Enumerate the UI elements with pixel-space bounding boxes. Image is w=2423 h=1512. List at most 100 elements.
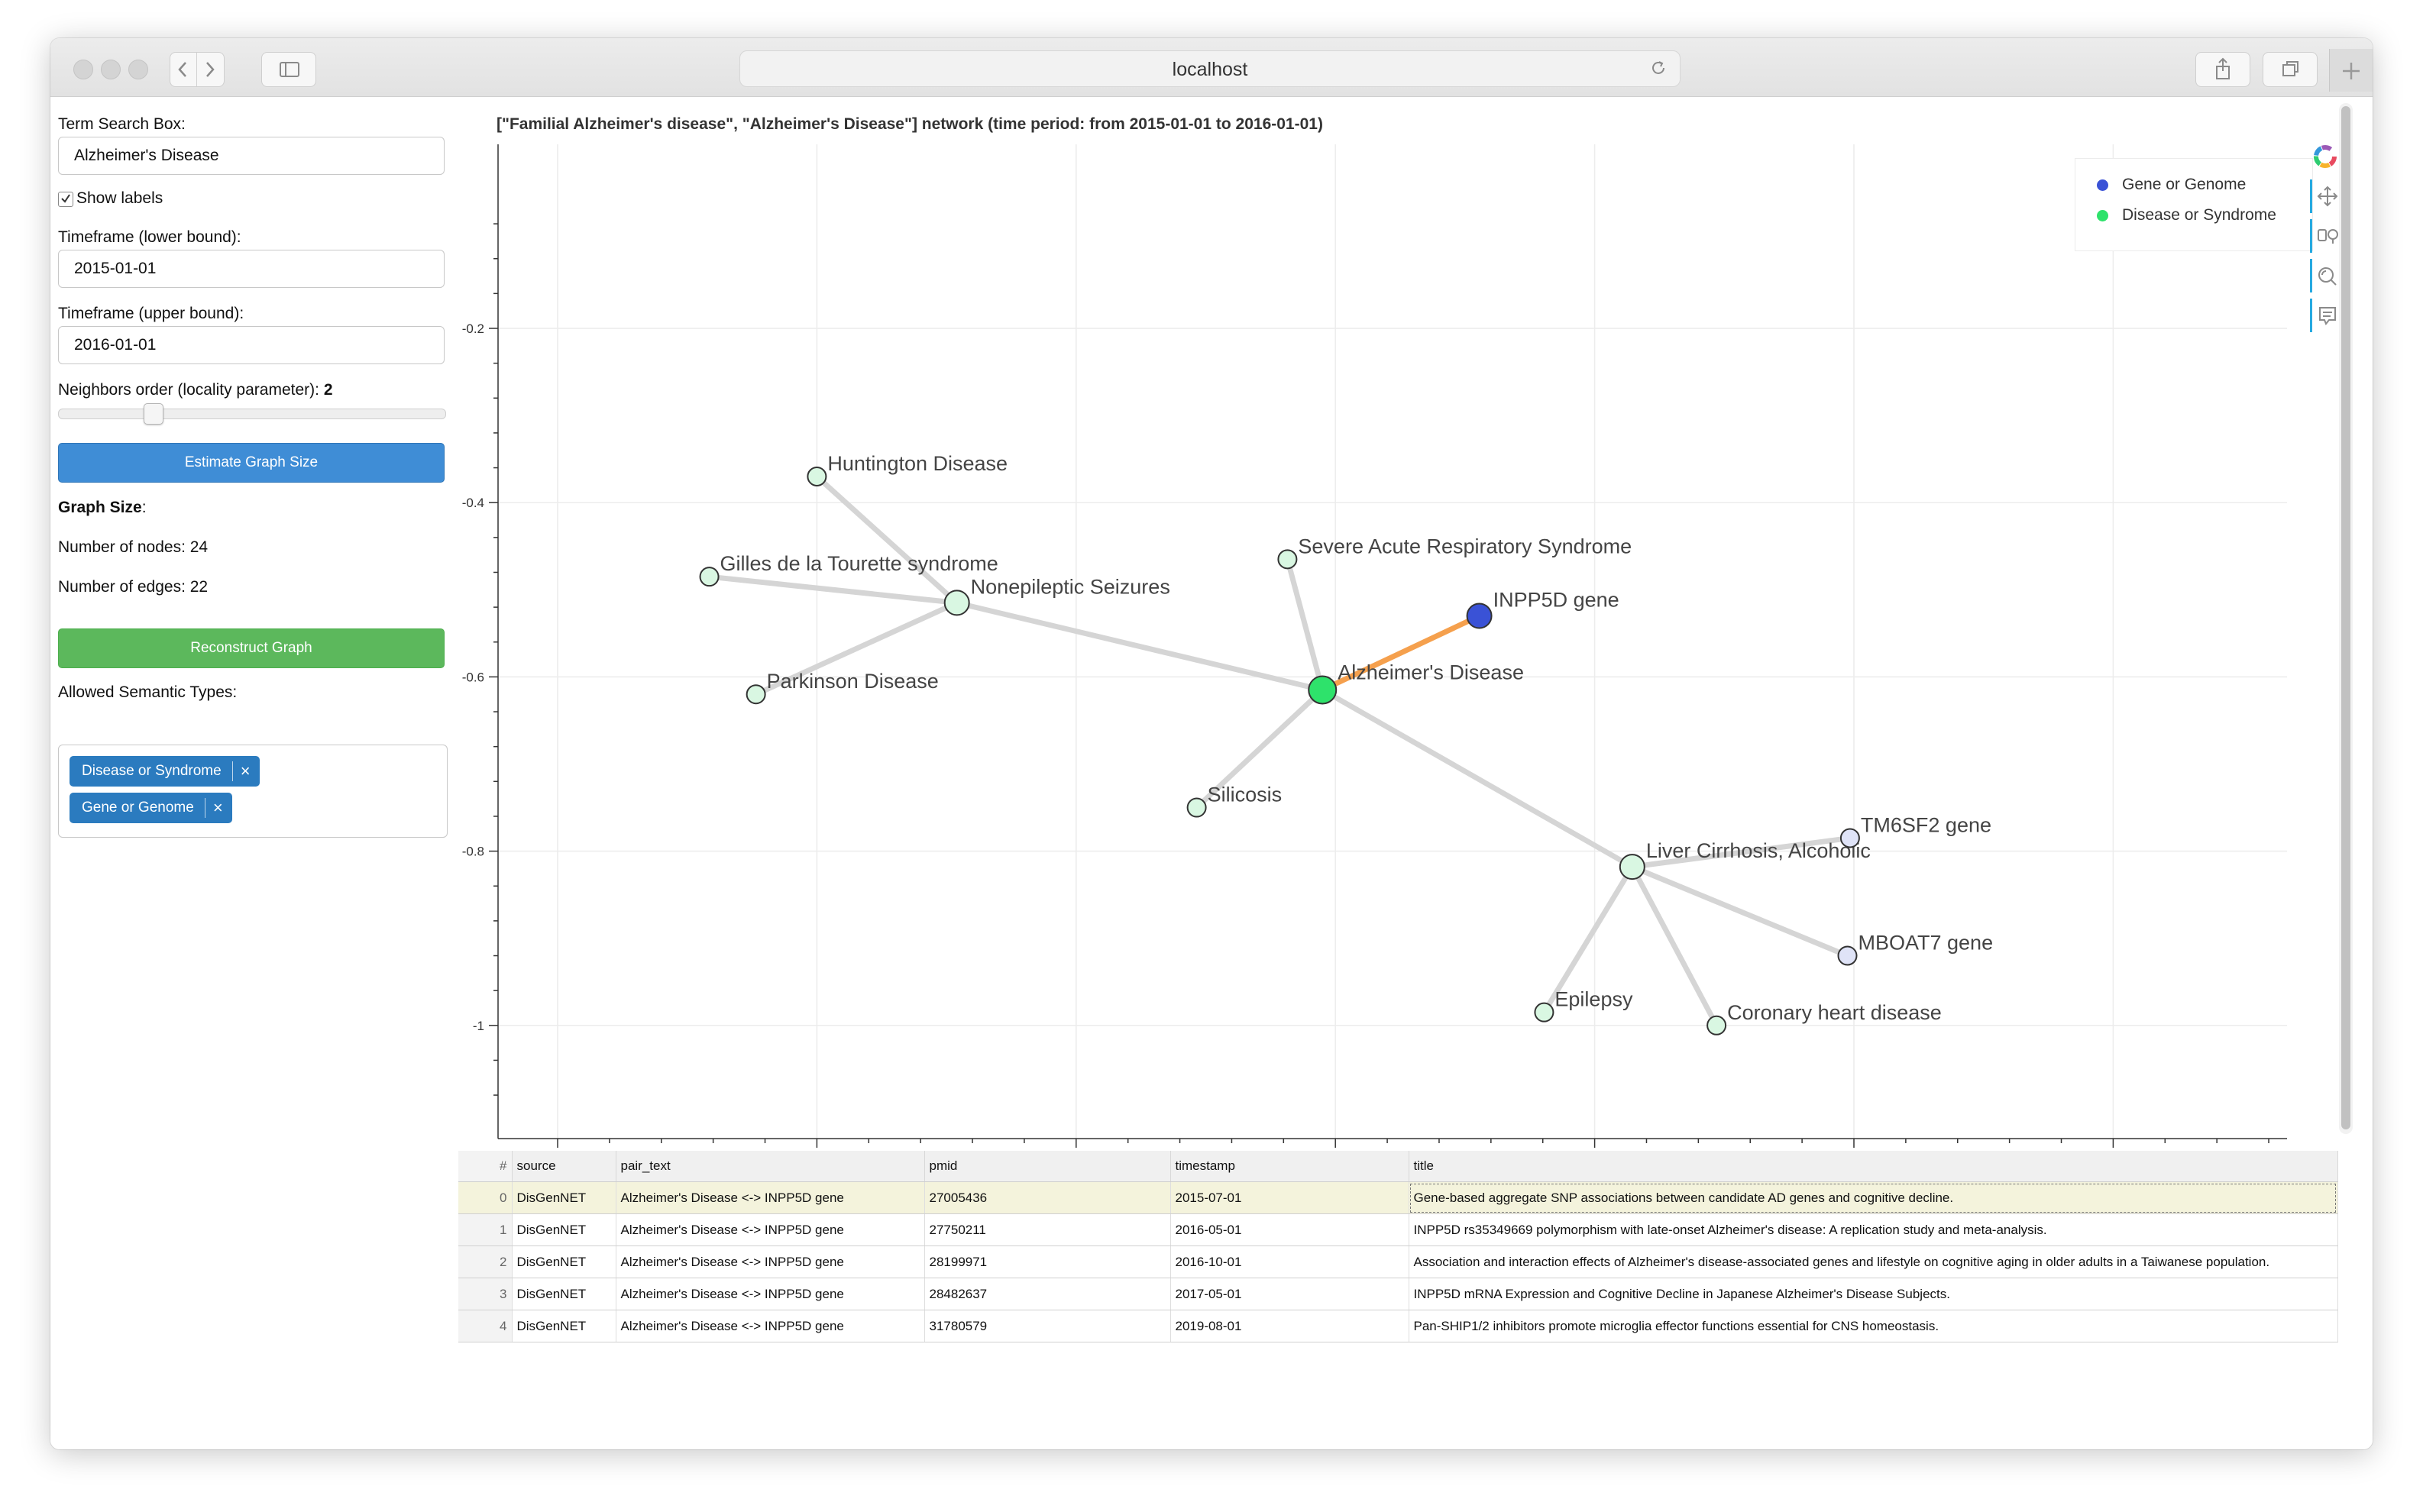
column-header-source[interactable]: source xyxy=(512,1151,616,1182)
reconstruct-graph-button[interactable]: Reconstruct Graph xyxy=(58,628,445,668)
plus-icon xyxy=(2343,63,2360,79)
table-row[interactable]: 3 DisGenNET Alzheimer's Disease <-> INPP… xyxy=(458,1278,2338,1310)
graph-edge xyxy=(1284,556,1325,693)
cell-pmid[interactable]: 28199971 xyxy=(924,1245,1171,1278)
minimize-window-button[interactable] xyxy=(101,60,121,79)
graph-node[interactable] xyxy=(1619,854,1645,880)
graph-edge xyxy=(753,599,960,697)
table-row[interactable]: 1 DisGenNET Alzheimer's Disease <-> INPP… xyxy=(458,1213,2338,1246)
column-header-pair-text[interactable]: pair_text xyxy=(616,1151,925,1182)
chevron-left-icon xyxy=(178,62,186,77)
neighbors-order-slider-handle[interactable] xyxy=(144,403,163,425)
cell-pair-text[interactable]: Alzheimer's Disease <-> INPP5D gene xyxy=(616,1213,925,1246)
cell-timestamp[interactable]: 2016-10-01 xyxy=(1170,1245,1409,1278)
show-labels-checkbox[interactable] xyxy=(58,192,73,207)
chip-disease-or-syndrome: Disease or Syndrome × xyxy=(70,756,260,787)
node-label: Epilepsy xyxy=(1554,988,1633,1011)
semantic-types-multiselect[interactable]: Disease or Syndrome × Gene or Genome × xyxy=(58,745,448,838)
column-header-pmid[interactable]: pmid xyxy=(924,1151,1171,1182)
row-index: 2 xyxy=(458,1245,513,1278)
graph-node[interactable] xyxy=(807,466,827,486)
back-button[interactable] xyxy=(170,53,197,86)
vertical-scrollbar[interactable] xyxy=(2339,103,2353,1134)
cell-title[interactable]: INPP5D mRNA Expression and Cognitive Dec… xyxy=(1409,1278,2338,1310)
legend-item-gene: Gene or Genome xyxy=(2097,176,2246,194)
cell-title[interactable]: Pan-SHIP1/2 inhibitors promote microglia… xyxy=(1409,1310,2338,1342)
cell-pair-text[interactable]: Alzheimer's Disease <-> INPP5D gene xyxy=(616,1278,925,1310)
forward-button[interactable] xyxy=(197,53,223,86)
hover-tool[interactable] xyxy=(2310,299,2343,332)
cell-pmid[interactable]: 27005436 xyxy=(924,1181,1171,1214)
cell-title[interactable]: Gene-based aggregate SNP associations be… xyxy=(1409,1181,2338,1214)
cell-pair-text[interactable]: Alzheimer's Disease <-> INPP5D gene xyxy=(616,1310,925,1342)
network-plot[interactable]: -1-0.8-0.6-0.4-0.200.2-0.2-0.4-0.6-0.8-1… xyxy=(50,97,2342,1166)
cell-title[interactable]: Association and interaction effects of A… xyxy=(1409,1245,2338,1278)
bokeh-logo[interactable] xyxy=(2310,140,2341,173)
sidebar-toggle-button[interactable] xyxy=(261,52,316,87)
graph-node[interactable] xyxy=(1839,828,1860,848)
timeframe-upper-input[interactable] xyxy=(58,326,445,364)
tabs-overview-button[interactable] xyxy=(2263,52,2318,87)
y-tick-label: -1 xyxy=(473,1019,484,1033)
cell-pair-text[interactable]: Alzheimer's Disease <-> INPP5D gene xyxy=(616,1245,925,1278)
table-row[interactable]: 0 DisGenNET Alzheimer's Disease <-> INPP… xyxy=(458,1181,2338,1214)
cell-timestamp[interactable]: 2019-08-01 xyxy=(1170,1310,1409,1342)
cell-timestamp[interactable]: 2015-07-01 xyxy=(1170,1181,1409,1214)
legend-label: Disease or Syndrome xyxy=(2122,206,2276,224)
cell-pair-text[interactable]: Alzheimer's Disease <-> INPP5D gene xyxy=(616,1181,925,1214)
new-tab-button[interactable] xyxy=(2329,49,2373,92)
cell-source[interactable]: DisGenNET xyxy=(512,1181,616,1214)
table-row[interactable]: 4 DisGenNET Alzheimer's Disease <-> INPP… xyxy=(458,1310,2338,1342)
maximize-window-button[interactable] xyxy=(128,60,148,79)
graph-node[interactable] xyxy=(699,567,720,587)
column-header-index[interactable]: # xyxy=(458,1151,513,1182)
graph-node[interactable] xyxy=(1186,797,1207,818)
cell-timestamp[interactable]: 2017-05-01 xyxy=(1170,1278,1409,1310)
highlighted-edge xyxy=(1319,613,1483,693)
chevron-right-icon xyxy=(206,62,215,77)
reload-icon[interactable] xyxy=(1649,59,1668,77)
cell-timestamp[interactable]: 2016-05-01 xyxy=(1170,1213,1409,1246)
graph-edge xyxy=(814,473,960,606)
timeframe-lower-input[interactable] xyxy=(58,250,445,288)
node-label: MBOAT7 gene xyxy=(1858,932,1994,955)
graph-node[interactable] xyxy=(1308,675,1338,705)
cell-pmid[interactable]: 31780579 xyxy=(924,1310,1171,1342)
cell-title[interactable]: INPP5D rs35349669 polymorphism with late… xyxy=(1409,1213,2338,1246)
graph-node[interactable] xyxy=(1277,549,1298,570)
cell-source[interactable]: DisGenNET xyxy=(512,1213,616,1246)
pan-tool[interactable] xyxy=(2310,179,2343,213)
remove-chip-icon[interactable]: × xyxy=(212,798,223,817)
box-zoom-icon xyxy=(2318,229,2338,244)
cell-source[interactable]: DisGenNET xyxy=(512,1310,616,1342)
neighbors-order-text: Neighbors order (locality parameter): xyxy=(58,381,324,399)
graph-node[interactable] xyxy=(746,684,766,705)
column-header-title[interactable]: title xyxy=(1409,1151,2338,1182)
search-input[interactable] xyxy=(58,137,445,175)
node-label: Nonepileptic Seizures xyxy=(971,575,1170,598)
column-header-timestamp[interactable]: timestamp xyxy=(1170,1151,1409,1182)
vertical-scrollbar-thumb[interactable] xyxy=(2341,106,2350,1129)
graph-node[interactable] xyxy=(1837,945,1858,966)
node-label: Alzheimer's Disease xyxy=(1338,661,1524,684)
row-index: 0 xyxy=(458,1181,513,1214)
graph-node[interactable] xyxy=(943,590,970,616)
cell-pmid[interactable]: 28482637 xyxy=(924,1278,1171,1310)
graph-node[interactable] xyxy=(1706,1015,1727,1035)
close-window-button[interactable] xyxy=(73,60,93,79)
graph-node[interactable] xyxy=(1534,1002,1554,1023)
remove-chip-icon[interactable]: × xyxy=(240,761,251,780)
cell-pmid[interactable]: 27750211 xyxy=(924,1213,1171,1246)
node-label: Coronary heart disease xyxy=(1727,1001,1942,1024)
address-bar[interactable]: localhost xyxy=(739,50,1681,87)
wheel-zoom-tool[interactable] xyxy=(2310,259,2343,292)
box-zoom-tool[interactable] xyxy=(2310,219,2343,253)
estimate-graph-size-button[interactable]: Estimate Graph Size xyxy=(58,443,445,483)
table-row[interactable]: 2 DisGenNET Alzheimer's Disease <-> INPP… xyxy=(458,1245,2338,1278)
graph-node[interactable] xyxy=(1466,603,1493,629)
cell-source[interactable]: DisGenNET xyxy=(512,1278,616,1310)
row-index: 1 xyxy=(458,1213,513,1246)
cell-source[interactable]: DisGenNET xyxy=(512,1245,616,1278)
sidebar-icon xyxy=(280,62,299,77)
share-button[interactable] xyxy=(2195,52,2250,87)
